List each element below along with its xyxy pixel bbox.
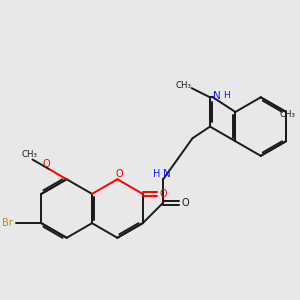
Text: O: O	[115, 169, 123, 179]
Text: CH₃: CH₃	[280, 110, 296, 119]
Text: CH₃: CH₃	[22, 150, 38, 159]
Text: O: O	[43, 159, 50, 169]
Text: H: H	[223, 92, 230, 100]
Text: H: H	[153, 169, 160, 179]
Text: N: N	[163, 169, 171, 179]
Text: N: N	[214, 91, 221, 101]
Text: CH₃: CH₃	[176, 81, 191, 90]
Text: O: O	[182, 198, 190, 208]
Text: Br: Br	[2, 218, 13, 228]
Text: O: O	[160, 189, 168, 199]
